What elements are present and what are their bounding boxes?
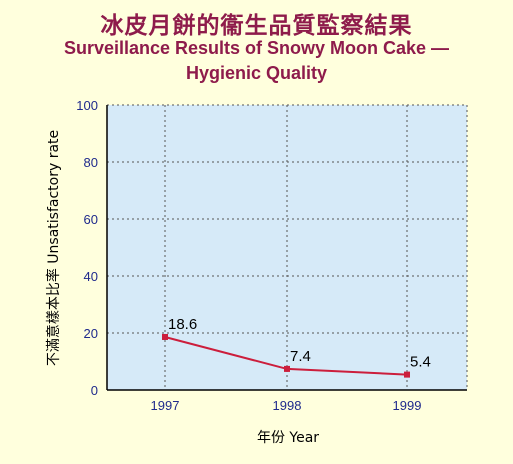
x-tick-label: 1999 bbox=[393, 398, 422, 413]
x-axis-label: 年份 Year bbox=[257, 430, 319, 446]
x-tick-labels: 1997 1998 1999 bbox=[151, 398, 422, 413]
y-tick-label: 40 bbox=[84, 269, 98, 284]
chart-title-english: Surveillance Results of Snowy Moon Cake … bbox=[0, 36, 513, 86]
y-tick-label: 20 bbox=[84, 326, 98, 341]
data-point bbox=[404, 371, 410, 378]
plot-area bbox=[107, 105, 467, 390]
x-tick-label: 1998 bbox=[273, 398, 302, 413]
grid-lines bbox=[107, 104, 468, 390]
chart-title-chinese: 冰皮月餅的衞生品質監察結果 bbox=[100, 13, 413, 39]
series-group bbox=[162, 333, 410, 378]
chart-title-english-line1: Surveillance Results of Snowy Moon Cake … bbox=[63, 38, 450, 58]
y-tick-labels: 0 20 40 60 80 100 bbox=[76, 98, 98, 398]
data-label: 7.4 bbox=[290, 348, 311, 365]
y-tick-label: 80 bbox=[84, 155, 98, 170]
chart-title-english-line2: Hygienic Quality bbox=[185, 63, 328, 83]
data-label: 18.6 bbox=[168, 316, 197, 333]
data-labels: 18.6 7.4 5.4 bbox=[168, 316, 431, 371]
y-tick-label: 100 bbox=[76, 98, 98, 113]
data-label: 5.4 bbox=[410, 354, 431, 371]
y-tick-label: 60 bbox=[84, 212, 98, 227]
data-point bbox=[162, 333, 168, 340]
y-axis-label: 不滿意樣本比率 Unsatisfactory rate bbox=[45, 130, 62, 366]
data-point bbox=[284, 365, 290, 372]
x-tick-label: 1997 bbox=[151, 398, 180, 413]
y-tick-label: 0 bbox=[91, 383, 98, 398]
